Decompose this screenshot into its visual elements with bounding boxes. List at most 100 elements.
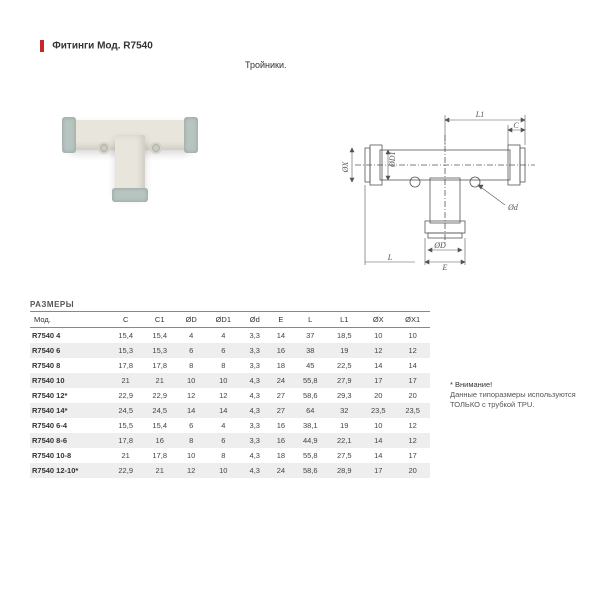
value-cell: 14 xyxy=(361,448,395,463)
value-cell: 3,3 xyxy=(241,418,269,433)
col-header: Мод. xyxy=(30,312,109,328)
value-cell: 10 xyxy=(361,328,395,344)
model-cell: R7540 12* xyxy=(30,388,109,403)
value-cell: 14 xyxy=(206,403,241,418)
value-cell: 17,8 xyxy=(109,358,143,373)
value-cell: 24 xyxy=(269,373,294,388)
value-cell: 20 xyxy=(361,388,395,403)
value-cell: 16 xyxy=(143,433,177,448)
table-row: R7540 415,415,4443,3143718,51010 xyxy=(30,328,430,344)
value-cell: 15,4 xyxy=(143,418,177,433)
table-title: РАЗМЕРЫ xyxy=(30,300,430,309)
value-cell: 10 xyxy=(395,328,430,344)
value-cell: 14 xyxy=(177,403,206,418)
col-header: C xyxy=(109,312,143,328)
value-cell: 24 xyxy=(269,463,294,478)
value-cell: 10 xyxy=(206,463,241,478)
value-cell: 6 xyxy=(177,343,206,358)
value-cell: 28,9 xyxy=(327,463,361,478)
value-cell: 8 xyxy=(206,448,241,463)
value-cell: 27,5 xyxy=(327,448,361,463)
value-cell: 22,5 xyxy=(327,358,361,373)
value-cell: 18,5 xyxy=(327,328,361,344)
value-cell: 15,4 xyxy=(109,328,143,344)
value-cell: 16 xyxy=(269,343,294,358)
value-cell: 58,6 xyxy=(293,388,327,403)
value-cell: 32 xyxy=(327,403,361,418)
model-cell: R7540 6-4 xyxy=(30,418,109,433)
value-cell: 14 xyxy=(361,433,395,448)
value-cell: 23,5 xyxy=(361,403,395,418)
value-cell: 21 xyxy=(143,373,177,388)
value-cell: 19 xyxy=(327,343,361,358)
value-cell: 12 xyxy=(395,343,430,358)
model-cell: R7540 10-8 xyxy=(30,448,109,463)
value-cell: 4 xyxy=(206,418,241,433)
value-cell: 17 xyxy=(395,373,430,388)
col-header: E xyxy=(269,312,294,328)
value-cell: 8 xyxy=(206,358,241,373)
model-cell: R7540 6 xyxy=(30,343,109,358)
value-cell: 6 xyxy=(206,343,241,358)
footnote-text: Данные типоразмеры используются ТОЛЬКО с… xyxy=(450,390,576,409)
table-row: R7540 817,817,8883,3184522,51414 xyxy=(30,358,430,373)
value-cell: 17,8 xyxy=(143,448,177,463)
value-cell: 10 xyxy=(177,373,206,388)
value-cell: 27,9 xyxy=(327,373,361,388)
table-row: R7540 10212110104,32455,827,91717 xyxy=(30,373,430,388)
technical-drawing: L1 C ØX ØD1 Ød ØD E L xyxy=(340,90,560,270)
dim-OD1: ØD1 xyxy=(388,151,397,168)
value-cell: 22,1 xyxy=(327,433,361,448)
col-header: L1 xyxy=(327,312,361,328)
value-cell: 15,4 xyxy=(143,328,177,344)
value-cell: 12 xyxy=(206,388,241,403)
dim-L: L xyxy=(387,253,393,262)
col-header: C1 xyxy=(143,312,177,328)
value-cell: 15,5 xyxy=(109,418,143,433)
value-cell: 4 xyxy=(177,328,206,344)
value-cell: 58,6 xyxy=(293,463,327,478)
value-cell: 38 xyxy=(293,343,327,358)
footnote-title: * Внимание! xyxy=(450,380,492,389)
value-cell: 21 xyxy=(109,373,143,388)
table-row: R7540 615,315,3663,31638191212 xyxy=(30,343,430,358)
value-cell: 12 xyxy=(395,433,430,448)
value-cell: 19 xyxy=(327,418,361,433)
col-header: Ød xyxy=(241,312,269,328)
dim-Od: Ød xyxy=(507,203,519,212)
accent-bar xyxy=(40,40,44,52)
value-cell: 10 xyxy=(206,373,241,388)
model-cell: R7540 10 xyxy=(30,373,109,388)
value-cell: 4,3 xyxy=(241,373,269,388)
col-header: ØX1 xyxy=(395,312,430,328)
dim-C: C xyxy=(513,121,519,130)
value-cell: 18 xyxy=(269,358,294,373)
value-cell: 10 xyxy=(361,418,395,433)
model-cell: R7540 8-6 xyxy=(30,433,109,448)
value-cell: 12 xyxy=(361,343,395,358)
value-cell: 20 xyxy=(395,463,430,478)
value-cell: 17 xyxy=(395,448,430,463)
value-cell: 24,5 xyxy=(109,403,143,418)
dim-OX: ØX xyxy=(341,161,350,174)
col-header: L xyxy=(293,312,327,328)
page-title: Фитинги Мод. R7540 xyxy=(52,41,153,52)
product-photo xyxy=(50,80,210,210)
table-row: R7540 8-617,816863,31644,922,11412 xyxy=(30,433,430,448)
value-cell: 3,3 xyxy=(241,343,269,358)
footnote: * Внимание! Данные типоразмеры использую… xyxy=(450,380,580,409)
subtitle: Тройники. xyxy=(245,60,287,70)
page-header: Фитинги Мод. R7540 xyxy=(40,40,153,52)
value-cell: 22,9 xyxy=(109,388,143,403)
value-cell: 12 xyxy=(177,463,206,478)
value-cell: 16 xyxy=(269,418,294,433)
value-cell: 44,9 xyxy=(293,433,327,448)
value-cell: 29,3 xyxy=(327,388,361,403)
value-cell: 14 xyxy=(361,358,395,373)
value-cell: 17,8 xyxy=(109,433,143,448)
value-cell: 8 xyxy=(177,358,206,373)
model-cell: R7540 4 xyxy=(30,328,109,344)
value-cell: 16 xyxy=(269,433,294,448)
value-cell: 38,1 xyxy=(293,418,327,433)
value-cell: 15,3 xyxy=(143,343,177,358)
